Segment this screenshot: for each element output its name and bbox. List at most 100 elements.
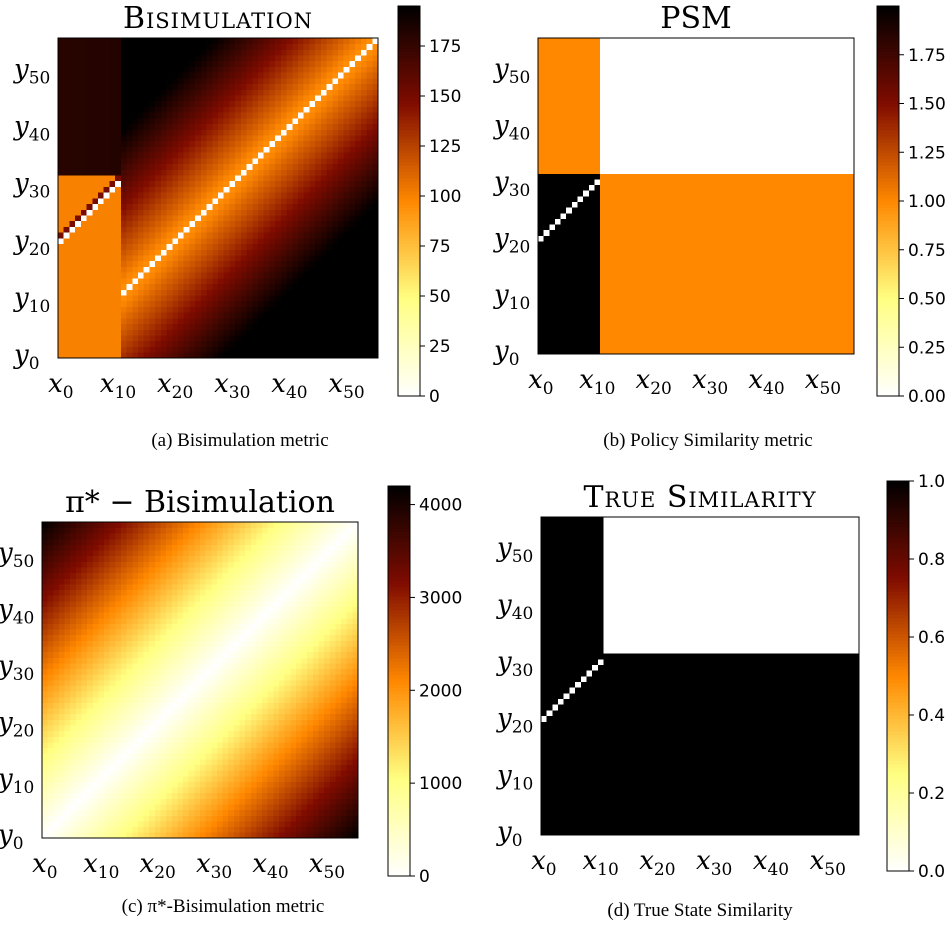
heatmap-cell: [781, 309, 787, 315]
heatmap-cell: [578, 247, 584, 253]
heatmap-cell: [201, 249, 207, 255]
heatmap-cell: [241, 152, 247, 158]
heatmap-cell: [338, 152, 344, 158]
heatmap-cell: [121, 107, 127, 113]
heatmap-cell: [247, 72, 253, 78]
heatmap-cell: [752, 320, 758, 326]
heatmap-cell: [361, 249, 367, 255]
heatmap-cell: [724, 298, 730, 304]
heatmap-cell: [195, 244, 201, 250]
heatmap-cell: [315, 278, 321, 284]
heatmap-cell: [315, 347, 321, 353]
heatmap-cell: [645, 348, 651, 354]
heatmap-cell: [81, 78, 87, 84]
heatmap-cell: [372, 352, 378, 358]
heatmap-cell: [634, 207, 640, 213]
heatmap-cell: [155, 352, 161, 358]
heatmap-cell: [798, 298, 804, 304]
heatmap-cell: [327, 272, 333, 278]
heatmap-cell: [212, 61, 218, 67]
heatmap-cell: [207, 187, 213, 193]
heatmap-cell: [651, 241, 657, 247]
heatmap-cell: [662, 320, 668, 326]
heatmap-cell: [149, 135, 155, 141]
heatmap-cell: [218, 284, 224, 290]
heatmap-cell: [617, 241, 623, 247]
heatmap-cell: [75, 352, 81, 358]
heatmap-cell: [298, 347, 304, 353]
heatmap-cell: [713, 230, 719, 236]
heatmap-cell: [332, 152, 338, 158]
heatmap-cell: [241, 175, 247, 181]
heatmap-cell: [155, 198, 161, 204]
heatmap-cell: [58, 44, 64, 50]
heatmap-cell: [662, 331, 668, 337]
heatmap-cell: [184, 107, 190, 113]
heatmap-cell: [668, 252, 674, 258]
heatmap-cell: [224, 232, 230, 238]
heatmap-cell: [104, 329, 110, 335]
heatmap-cell: [600, 320, 606, 326]
heatmap-cell: [741, 281, 747, 287]
heatmap-cell: [144, 158, 150, 164]
heatmap-cell: [702, 298, 708, 304]
heatmap-cell: [189, 55, 195, 61]
heatmap-cell: [161, 284, 167, 290]
heatmap-cell: [104, 318, 110, 324]
heatmap-cell: [115, 318, 121, 324]
heatmap-cell: [298, 324, 304, 330]
heatmap-cell: [58, 61, 64, 67]
heatmap-cell: [121, 181, 127, 187]
heatmap-cell: [92, 244, 98, 250]
heatmap-cell: [730, 292, 736, 298]
heatmap-cell: [172, 101, 178, 107]
heatmap-cell: [355, 49, 361, 55]
heatmap-cell: [275, 84, 281, 90]
heatmap-cell: [81, 55, 87, 61]
heatmap-cell: [372, 95, 378, 101]
heatmap-cell: [561, 331, 567, 337]
heatmap-cell: [212, 347, 218, 353]
heatmap-cell: [247, 312, 253, 318]
heatmap-cell: [561, 315, 567, 321]
x-tick-label: x10: [100, 369, 136, 403]
heatmap-cell: [730, 343, 736, 349]
heatmap-cell: [264, 67, 270, 73]
heatmap-cell: [87, 147, 93, 153]
heatmap-cell: [229, 124, 235, 130]
colorbar-tick-label: 100: [429, 187, 461, 207]
heatmap-cell: [651, 275, 657, 281]
heatmap-cell: [786, 292, 792, 298]
colorbar-segment: [398, 217, 420, 221]
heatmap-cell: [662, 230, 668, 236]
heatmap-cell: [155, 175, 161, 181]
heatmap-cell: [640, 315, 646, 321]
heatmap-cell: [809, 236, 815, 242]
heatmap-cell: [298, 341, 304, 347]
heatmap-cell: [104, 112, 110, 118]
heatmap-cell: [132, 112, 138, 118]
heatmap-cell: [566, 275, 572, 281]
heatmap-cell: [327, 318, 333, 324]
heatmap-cell: [229, 232, 235, 238]
heatmap-cell: [207, 209, 213, 215]
heatmap-cell: [707, 326, 713, 332]
colorbar-segment: [398, 289, 420, 293]
heatmap-cell: [275, 335, 281, 341]
heatmap-cell: [702, 213, 708, 219]
heatmap-cell: [269, 204, 275, 210]
heatmap-cell: [327, 227, 333, 233]
heatmap-cell: [201, 227, 207, 233]
heatmap-cell: [623, 247, 629, 253]
heatmap-cell: [685, 331, 691, 337]
heatmap-cell: [719, 258, 725, 264]
heatmap-cell: [837, 236, 843, 242]
heatmap-cell: [803, 196, 809, 202]
heatmap-cell: [287, 181, 293, 187]
heatmap-cell: [668, 224, 674, 230]
heatmap-cell: [538, 185, 544, 191]
heatmap-cell: [690, 298, 696, 304]
heatmap-cell: [132, 72, 138, 78]
heatmap-cell: [264, 238, 270, 244]
heatmap-cell: [218, 44, 224, 50]
